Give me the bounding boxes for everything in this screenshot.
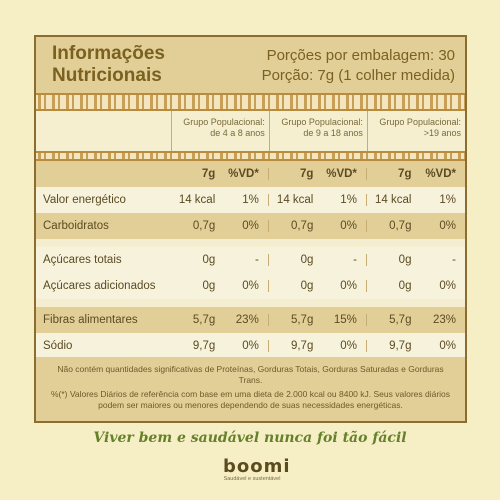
group-9-18: Grupo Populacional: de 9 a 18 anos xyxy=(268,111,367,151)
nutrition-title: Informações Nutricionais xyxy=(52,43,165,86)
slogan: Viver bem e saudável nunca foi tão fácil xyxy=(93,430,407,446)
population-groups: Grupo Populacional: de 4 a 8 anos Grupo … xyxy=(36,111,465,151)
portion-info: Porções por embalagem: 30 Porção: 7g (1 … xyxy=(262,46,455,86)
table-row: Sódio 9,7g 0% 9,7g 0% 9,7g 0% xyxy=(36,333,465,359)
table-row: Valor energético 14 kcal 1% 14 kcal 1% 1… xyxy=(36,187,465,213)
brand-name: boomi xyxy=(223,456,291,477)
table-row: Açúcares totais 0g - 0g - 0g - xyxy=(36,247,465,273)
portions-per-package: Porções por embalagem: 30 xyxy=(266,47,455,64)
group-19-plus: Grupo Populacional: >19 anos xyxy=(366,111,465,151)
decorative-band xyxy=(36,93,465,111)
footer-note-significance: Não contém quantidades significativas de… xyxy=(57,364,444,385)
decorative-band xyxy=(36,151,465,161)
column-header-row: 7g %VD* 7g %VD* 7g %VD* xyxy=(36,161,465,187)
table-row: Fibras alimentares 5,7g 23% 5,7g 15% 5,7… xyxy=(36,307,465,333)
brand-tagline: Saudável e sustentável xyxy=(223,476,281,482)
footer-note-daily-values: %(*) Valores Diários de referência com b… xyxy=(50,389,451,410)
table-row: Carboidratos 0,7g 0% 0,7g 0% 0,7g 0% xyxy=(36,213,465,239)
footer-notes: Não contém quantidades significativas de… xyxy=(36,357,465,421)
group-4-8: Grupo Populacional: de 4 a 8 anos xyxy=(170,111,269,151)
brand-logo: boomi Saudável e sustentável xyxy=(223,456,291,488)
nutrition-header: Informações Nutricionais Porções por emb… xyxy=(36,37,465,93)
table-row: Açúcares adicionados 0g 0% 0g 0% 0g 0% xyxy=(36,273,465,299)
nutrition-facts-panel: Informações Nutricionais Porções por emb… xyxy=(34,35,467,423)
portion-size: Porção: 7g (1 colher medida) xyxy=(261,67,455,84)
